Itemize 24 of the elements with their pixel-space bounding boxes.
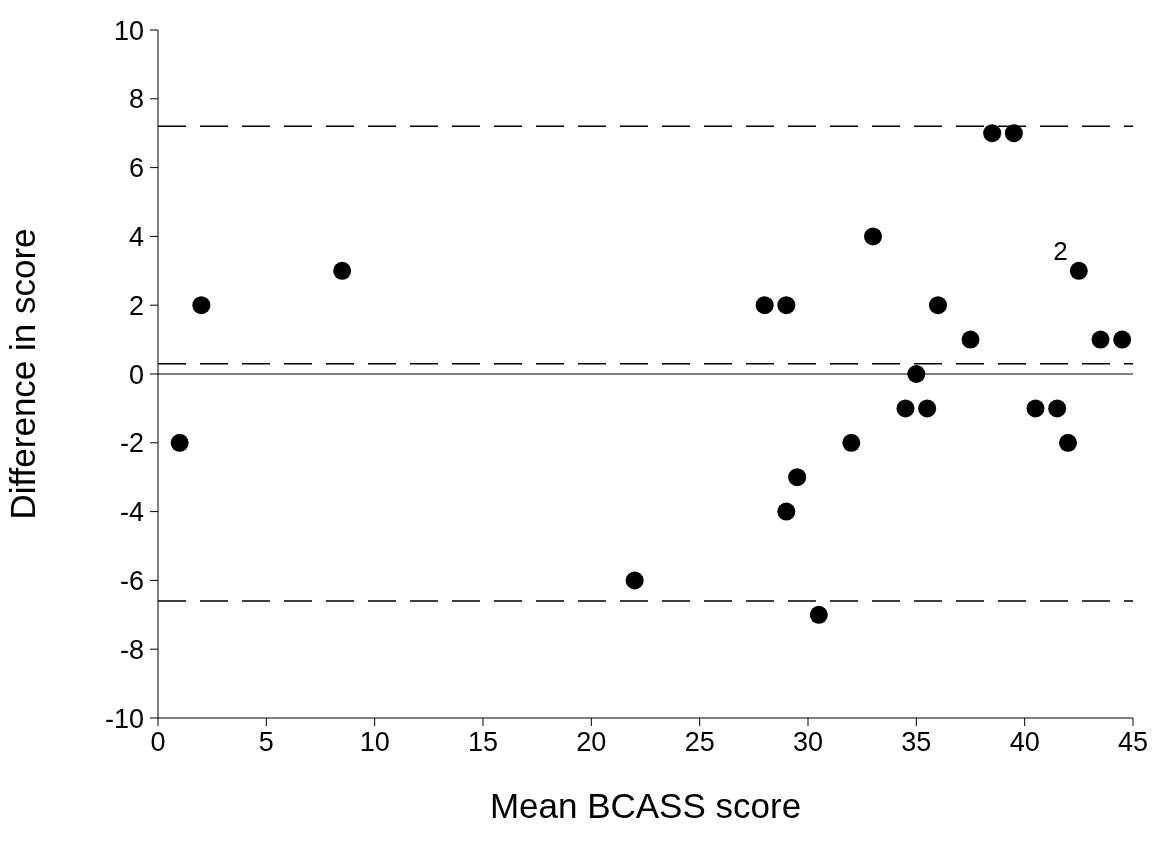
x-tick-label: 35 — [901, 727, 932, 758]
x-tick-label: 25 — [684, 727, 715, 758]
y-tick-label: 6 — [128, 153, 144, 184]
x-tick-label: 45 — [1117, 727, 1149, 758]
x-tick-label: 15 — [467, 727, 499, 758]
y-tick-label: -10 — [104, 703, 144, 734]
x-axis-title: Mean BCASS score — [489, 786, 802, 825]
y-tick-label: -4 — [119, 497, 144, 528]
x-tick-label: 5 — [258, 727, 274, 758]
y-tick-label: 8 — [128, 84, 144, 115]
y-axis-title: Difference in score — [3, 228, 43, 520]
y-tick-label: 0 — [128, 359, 144, 390]
y-tick-label: -8 — [119, 634, 144, 665]
annotation: 2 — [1053, 235, 1068, 266]
x-tick-label: 10 — [359, 727, 390, 758]
x-tick-label: 0 — [150, 727, 166, 758]
y-tick-label: -2 — [119, 428, 144, 459]
x-tick-label: 20 — [576, 727, 607, 758]
y-tick-label: -6 — [119, 565, 144, 596]
x-tick-label: 30 — [792, 727, 824, 758]
x-tick-label: 40 — [1009, 727, 1040, 758]
y-tick-label: 4 — [128, 221, 144, 252]
y-tick-label: 2 — [128, 290, 144, 321]
y-tick-label: 10 — [113, 15, 144, 46]
